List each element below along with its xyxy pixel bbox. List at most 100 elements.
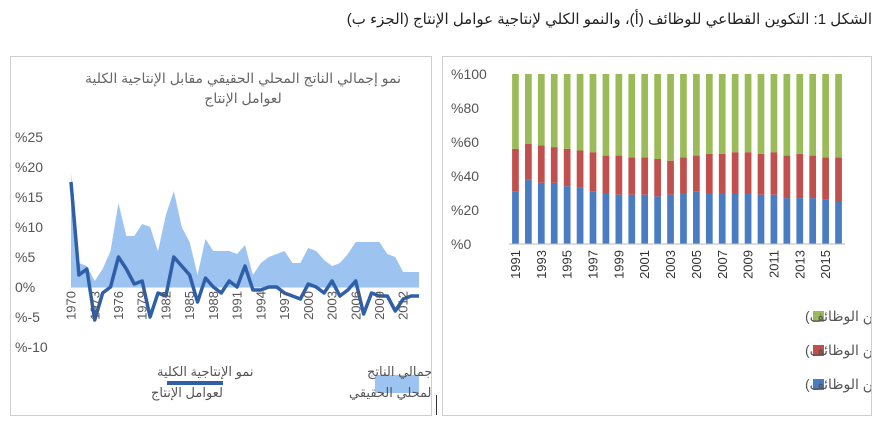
bar-agriculture (550, 182, 558, 244)
x-tick-label: 2001 (637, 250, 652, 279)
tfp-growth-line-series (69, 181, 419, 322)
bar-services (602, 74, 610, 156)
legend-label-gdp-line-1: نمو إجمالي الناتج (367, 364, 431, 380)
bar-agriculture (641, 194, 649, 244)
x-tick-label: 1976 (111, 291, 126, 320)
bar-industry (718, 153, 726, 193)
y-tick-label: %20 (451, 202, 479, 218)
bar-agriculture (835, 201, 842, 244)
x-axis-ticks: 1970 1973 1976 1979 1982 1985 1988 1991 1994 1997… (64, 291, 411, 320)
bar-services (667, 74, 674, 161)
x-tick-label: 1991 (508, 250, 523, 279)
bar-industry (693, 155, 700, 192)
bar-agriculture (615, 194, 623, 244)
legend-swatch (813, 345, 824, 356)
y-axis-ticks: %25 %20 %15 %10 %5 0% %-5 %-10 (15, 129, 48, 355)
bar-industry (744, 152, 752, 193)
bar-agriculture (628, 194, 636, 244)
gdp-vs-tfp-chart: نمو إجمالي الناتج المحلي الحقيقي مقابل ا… (15, 70, 457, 401)
bar-industry (667, 160, 674, 195)
bar-industry (525, 143, 532, 180)
bar-services (705, 74, 713, 154)
y-tick-label: %20 (15, 159, 43, 175)
x-tick-label: 1973 (87, 291, 102, 320)
bar-services (835, 74, 842, 158)
x-tick-label: 1995 (560, 250, 575, 279)
bar-industry (796, 153, 804, 199)
bar-agriculture (602, 193, 610, 244)
bar-services (693, 74, 700, 156)
x-tick-label: 1994 (253, 291, 268, 320)
legend: الخدمات (% من الوظائف) الصناعة (% من الوظ… (805, 308, 882, 393)
bar-services (744, 74, 752, 153)
y-tick-label: %25 (15, 129, 43, 145)
bar-agriculture (770, 194, 778, 244)
bar-agriculture (654, 196, 661, 244)
bar-industry (835, 157, 842, 202)
legend-label: الزراعة (% من الوظائف) (805, 376, 871, 393)
y-tick-label: %10 (15, 219, 43, 235)
x-tick-label: 2011 (766, 250, 781, 278)
bar-agriculture (757, 194, 765, 244)
x-tick-label: 1985 (182, 291, 197, 320)
x-tick-label: 1988 (206, 291, 221, 320)
x-tick-label: 2012 (396, 291, 411, 320)
figure-title: الشكل 1: التكوين القطاعي للوظائف (أ)، وا… (346, 11, 872, 28)
y-tick-label: %5 (15, 249, 35, 265)
employment-composition-chart-panel: %100 %80 %60 %40 %20 %0 1991 1993 1995 1997 1999 2… (442, 56, 882, 416)
legend-label: الصناعة (% من الوظائف) (805, 342, 871, 359)
x-tick-label: 2003 (663, 250, 678, 279)
x-tick-label: 1997 (586, 250, 601, 279)
legend: نمو إجمالي الناتج المحلي الحقيقي نمو الإ… (151, 364, 457, 401)
bar-services (615, 74, 623, 156)
bar-agriculture (783, 198, 791, 244)
bar-services (783, 74, 791, 156)
bar-agriculture (809, 198, 817, 244)
y-tick-label: %60 (451, 134, 479, 150)
bar-services (628, 74, 636, 158)
tfp-growth-line (69, 181, 419, 322)
bar-agriculture (563, 186, 571, 244)
x-tick-label: 2015 (818, 250, 833, 279)
legend-label-tfp-line-2: لعوامل الإنتاج (151, 385, 223, 401)
x-tick-label: 2003 (325, 291, 340, 320)
x-tick-label: 2000 (301, 291, 316, 320)
gdp-growth-area (71, 173, 419, 287)
bar-industry (822, 157, 829, 200)
legend-swatch-gdp-area (375, 375, 419, 393)
bar-industry (628, 157, 636, 195)
x-tick-label: 1997 (277, 291, 292, 320)
bar-services (537, 74, 545, 146)
gdp-vs-tfp-chart-panel: نمو إجمالي الناتج المحلي الحقيقي مقابل ا… (10, 56, 457, 416)
legend-label: الخدمات (% من الوظائف) (805, 308, 871, 325)
bar-services (809, 74, 817, 156)
bar-industry (589, 152, 597, 192)
bar-industry (783, 155, 791, 199)
x-tick-label: 1991 (230, 291, 245, 320)
bar-services (641, 74, 649, 158)
chart-title-line-2: لعوامل الإنتاج (204, 90, 281, 107)
bar-services (718, 74, 726, 154)
bar-agriculture (576, 187, 584, 244)
bar-services (796, 74, 804, 154)
y-axis-ticks: %100 %80 %60 %40 %20 %0 (451, 66, 487, 252)
bar-agriculture (822, 199, 829, 244)
x-tick-label: 1993 (534, 250, 549, 279)
bar-industry (512, 148, 519, 192)
x-tick-label: 1979 (135, 291, 150, 320)
x-tick-label: 1999 (611, 250, 626, 279)
employment-composition-chart: %100 %80 %60 %40 %20 %0 1991 1993 1995 1997 1999 2… (451, 66, 882, 393)
x-tick-label: 1982 (158, 291, 173, 320)
x-tick-label: 2009 (372, 291, 387, 320)
bar-industry (641, 157, 649, 195)
bar-agriculture (512, 191, 519, 244)
bar-services (525, 74, 532, 144)
bar-agriculture (680, 193, 687, 244)
bar-agriculture (718, 193, 726, 244)
bar-industry (563, 148, 571, 187)
gdp-growth-area-series (71, 173, 419, 287)
y-tick-label: %0 (451, 236, 471, 252)
bar-services (576, 74, 584, 151)
bar-industry (809, 155, 817, 199)
x-tick-label: 2009 (741, 250, 756, 279)
